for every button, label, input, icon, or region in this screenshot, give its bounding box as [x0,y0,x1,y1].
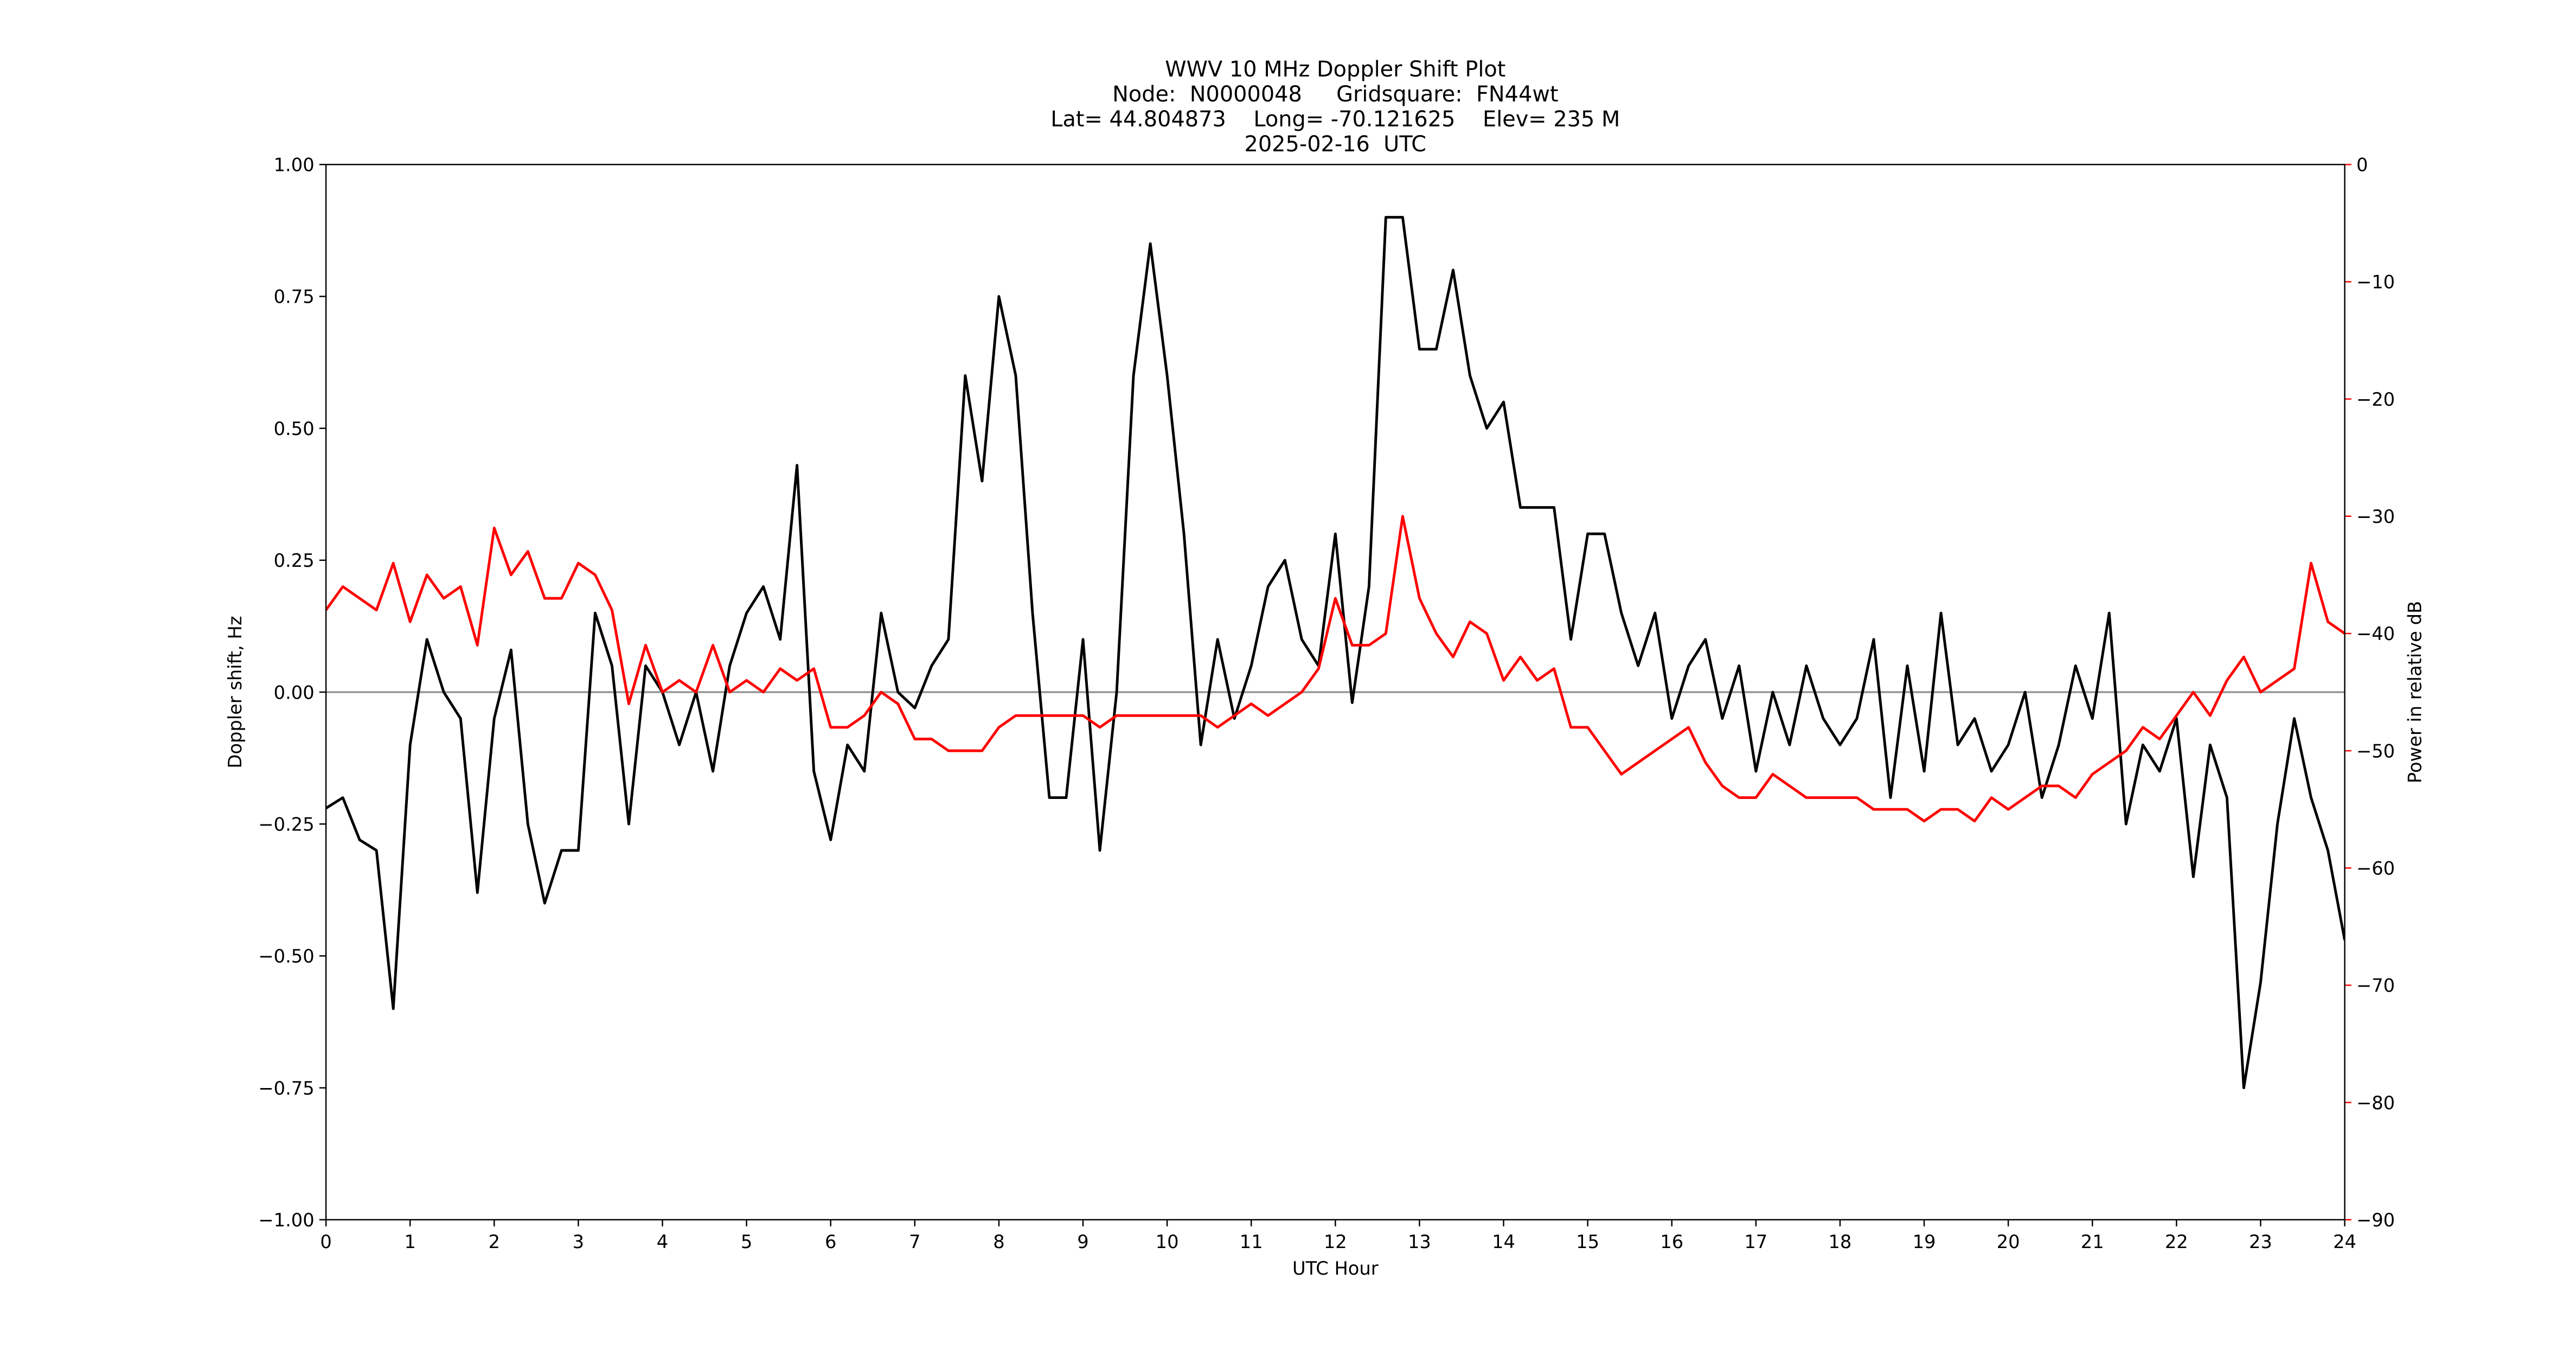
y2-tick-label: −30 [2356,506,2395,527]
y2-tick-label: −40 [2356,623,2395,644]
y-tick-label: −0.25 [258,814,314,835]
x-tick-label: 15 [1576,1231,1599,1252]
y-axis-label: Doppler shift, Hz [225,616,246,768]
chart-title: WWV 10 MHz Doppler Shift Plot [1165,57,1505,82]
y2-tick-label: −10 [2356,272,2395,293]
x-axis-label: UTC Hour [1292,1258,1379,1279]
x-tick-label: 14 [1492,1231,1515,1252]
y-tick-label: −0.75 [258,1078,314,1099]
x-tick-label: 9 [1077,1231,1088,1252]
y2-tick-label: −80 [2356,1092,2395,1114]
y2-axis-label: Power in relative dB [2404,601,2425,783]
x-tick-label: 7 [909,1231,920,1252]
x-tick-label: 17 [1744,1231,1767,1252]
x-tick-label: 24 [2333,1231,2356,1252]
x-tick-label: 4 [657,1231,668,1252]
x-tick-label: 8 [993,1231,1004,1252]
data-line [326,515,2345,823]
x-tick-label: 21 [2081,1231,2104,1252]
y-tick-label: 0.00 [274,682,315,703]
y-tick-label: 0.25 [274,550,315,571]
x-tick-label: 1 [404,1231,415,1252]
x-tick-label: 13 [1408,1231,1431,1252]
y2-tick-label: −60 [2356,858,2395,879]
x-tick-label: 0 [320,1231,331,1252]
y-tick-label: 1.00 [274,155,315,176]
y2-tick-label: 0 [2356,155,2368,176]
x-tick-label: 6 [825,1231,836,1252]
x-tick-label: 19 [1913,1231,1936,1252]
y2-tick-label: −50 [2356,740,2395,762]
x-tick-label: 16 [1660,1231,1683,1252]
x-tick-label: 11 [1240,1231,1263,1252]
x-tick-label: 5 [741,1231,752,1252]
x-tick-label: 10 [1156,1231,1179,1252]
x-tick-label: 23 [2249,1231,2272,1252]
y-tick-label: −1.00 [258,1210,314,1231]
x-tick-label: 3 [573,1231,584,1252]
chart-title: 2025-02-16 UTC [1245,132,1427,157]
y-tick-label: 0.50 [274,418,315,439]
y2-tick-label: −20 [2356,389,2395,410]
chart-title: Lat= 44.804873 Long= -70.121625 Elev= 23… [1050,107,1620,132]
y2-tick-label: −70 [2356,975,2395,996]
chart-title: Node: N0000048 Gridsquare: FN44wt [1112,82,1558,107]
y-tick-label: −0.50 [258,946,314,967]
x-tick-label: 12 [1324,1231,1347,1252]
y-tick-label: 0.75 [274,286,315,308]
plot-frame [325,164,2346,1220]
x-tick-label: 18 [1828,1231,1851,1252]
x-tick-label: 22 [2165,1231,2188,1252]
y2-tick-label: −90 [2356,1210,2395,1231]
x-tick-label: 20 [1997,1231,2020,1252]
x-tick-label: 2 [489,1231,500,1252]
